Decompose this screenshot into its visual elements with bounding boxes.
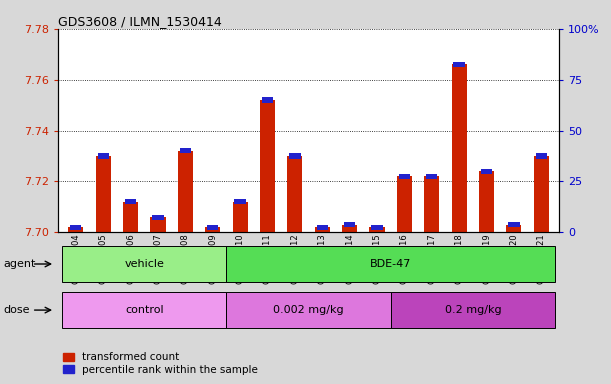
Text: agent: agent (3, 259, 35, 269)
Bar (262, 98, 273, 103)
Bar (479, 171, 494, 232)
Bar (123, 202, 138, 232)
Text: control: control (125, 305, 164, 315)
Bar (342, 225, 357, 232)
Bar (453, 62, 465, 67)
Bar (96, 156, 111, 232)
Bar (452, 65, 467, 232)
Bar (205, 227, 220, 232)
Text: vehicle: vehicle (125, 259, 164, 269)
Bar (397, 176, 412, 232)
Bar (235, 199, 246, 204)
Text: 0.002 mg/kg: 0.002 mg/kg (273, 305, 344, 315)
Bar (534, 156, 549, 232)
Bar (371, 225, 382, 230)
Bar (507, 225, 521, 232)
Bar (508, 222, 519, 227)
Bar (287, 156, 302, 232)
Text: BDE-47: BDE-47 (370, 259, 411, 269)
Bar (152, 215, 164, 220)
Bar (426, 174, 437, 179)
Bar (316, 225, 328, 230)
Bar (399, 174, 410, 179)
Bar (98, 154, 109, 159)
Bar (62, 292, 227, 328)
Bar (62, 246, 227, 282)
Bar (150, 217, 166, 232)
Bar (68, 227, 83, 232)
Text: 0.2 mg/kg: 0.2 mg/kg (445, 305, 501, 315)
Legend: transformed count, percentile rank within the sample: transformed count, percentile rank withi… (64, 353, 258, 375)
Bar (233, 202, 247, 232)
Bar (289, 154, 301, 159)
Bar (227, 292, 390, 328)
Text: GDS3608 / ILMN_1530414: GDS3608 / ILMN_1530414 (58, 15, 222, 28)
Text: dose: dose (3, 305, 29, 315)
Bar (125, 199, 136, 204)
Bar (390, 292, 555, 328)
Bar (70, 225, 81, 230)
Bar (178, 151, 193, 232)
Bar (227, 246, 555, 282)
Bar (424, 176, 439, 232)
Bar (344, 222, 355, 227)
Bar (536, 154, 547, 159)
Bar (180, 148, 191, 154)
Bar (481, 169, 492, 174)
Bar (260, 100, 275, 232)
Bar (315, 227, 330, 232)
Bar (370, 227, 384, 232)
Bar (207, 225, 218, 230)
